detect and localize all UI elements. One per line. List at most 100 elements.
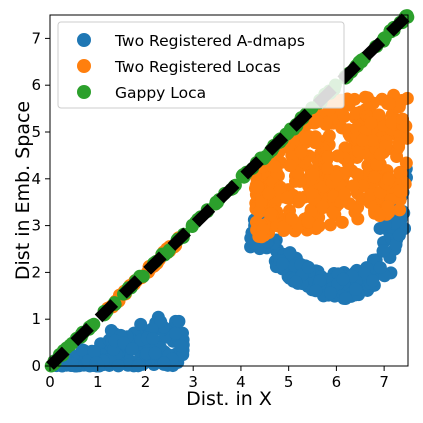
- scatter-point-series-1: [316, 200, 330, 214]
- x-tick-label: 7: [379, 373, 389, 391]
- x-tick-label: 5: [284, 373, 294, 391]
- scatter-point-series-0: [157, 356, 171, 370]
- scatter-point-series-1: [305, 186, 319, 200]
- y-axis-ticks: 0 1 2 3 4 5 6 7: [31, 29, 50, 375]
- scatter-point-series-0: [174, 339, 188, 353]
- scatter-point-series-1: [335, 215, 349, 229]
- scatter-point-series-1: [365, 133, 379, 147]
- scatter-point-series-1: [356, 179, 370, 193]
- x-tick-label: 3: [188, 373, 198, 391]
- scatter-point-series-1: [329, 169, 343, 183]
- plot-area-frame: [49, 14, 409, 367]
- scatter-point-series-0: [75, 343, 89, 357]
- y-tick-label: 6: [31, 76, 41, 94]
- legend-marker-2: [77, 85, 91, 99]
- scatter-point-series-0: [172, 314, 186, 328]
- scatter-point-series-1: [285, 212, 299, 226]
- scatter-point-series-1: [283, 159, 297, 173]
- scatter-point-series-0: [313, 274, 327, 288]
- scatter-point-series-2: [160, 245, 174, 259]
- x-tick-label: 0: [45, 373, 55, 391]
- scatter-point-series-1: [393, 203, 407, 217]
- legend-label-2: Gappy Loca: [115, 84, 206, 102]
- x-axis-label: Dist. in X: [186, 388, 272, 410]
- scatter-point-series-1: [373, 209, 387, 223]
- scatter-point-series-0: [169, 326, 183, 340]
- scatter-point-series-1: [321, 150, 335, 164]
- legend-marker-0: [77, 33, 91, 47]
- scatter-point-series-1: [393, 184, 407, 198]
- scatter-point-series-1: [349, 106, 363, 120]
- scatter-point-series-0: [65, 357, 79, 371]
- y-tick-label: 7: [31, 29, 41, 47]
- scatter-point-series-1: [355, 133, 369, 147]
- x-tick-label: 1: [93, 373, 103, 391]
- y-tick-label: 2: [31, 263, 41, 281]
- x-tick-label: 6: [332, 373, 342, 391]
- scatter-point-series-1: [351, 168, 365, 182]
- scatter-point-series-1: [382, 172, 396, 186]
- legend-label-0: Two Registered A-dmaps: [114, 32, 305, 50]
- scatter-point-series-1: [385, 116, 399, 130]
- scatter-point-series-1: [306, 167, 320, 181]
- legend-box: [57, 21, 345, 109]
- scatter-point-series-1: [358, 90, 372, 104]
- scatter-point-series-0: [377, 243, 391, 257]
- y-tick-label: 5: [31, 123, 41, 141]
- scatter-point-series-0: [148, 346, 162, 360]
- legend: Two Registered A-dmaps Two Registered Loc…: [57, 21, 345, 109]
- scatter-point-series-1: [322, 129, 336, 143]
- scatter-point-series-0: [324, 286, 338, 300]
- x-axis-ticks: 0 1 2 3 4 5 6 7: [45, 366, 389, 391]
- y-tick-label: 4: [31, 170, 41, 188]
- scatter-point-series-1: [381, 199, 395, 213]
- scatter-point-series-0: [146, 331, 160, 345]
- scatter-point-series-0: [121, 358, 135, 372]
- scatter-point-series-1: [267, 159, 281, 173]
- scatter-point-series-1: [301, 215, 315, 229]
- scatter-point-series-1: [321, 161, 335, 175]
- scatter-point-series-1: [346, 179, 360, 193]
- scatter-point-series-0: [366, 274, 380, 288]
- scatter-point-series-0: [392, 228, 406, 242]
- scatter-point-series-1: [323, 218, 337, 232]
- scatter-point-series-1: [280, 191, 294, 205]
- scatter-point-series-1: [368, 170, 382, 184]
- scatter-point-series-1: [363, 188, 377, 202]
- scatter-point-series-0: [283, 246, 297, 260]
- scatter-point-series-0: [134, 317, 148, 331]
- scatter-point-series-1: [308, 136, 322, 150]
- scatter-point-series-0: [289, 275, 303, 289]
- y-tick-label: 0: [31, 357, 41, 375]
- scatter-point-series-1: [374, 147, 388, 161]
- scatter-point-series-1: [364, 116, 378, 130]
- scatter-point-series-1: [331, 149, 345, 163]
- scatter-point-series-1: [392, 137, 406, 151]
- legend-label-1: Two Registered Locas: [114, 58, 281, 76]
- scatter-point-series-1: [311, 114, 325, 128]
- scatter-point-series-1: [251, 180, 265, 194]
- x-tick-label: 4: [236, 373, 246, 391]
- scatter-point-series-1: [399, 119, 413, 133]
- scatter-point-series-1: [399, 156, 413, 170]
- scatter-point-series-1: [326, 206, 340, 220]
- scatter-point-series-1: [254, 195, 268, 209]
- scatter-point-series-0: [87, 345, 101, 359]
- scatter-point-series-0: [154, 315, 168, 329]
- scatter-point-series-1: [264, 207, 278, 221]
- scatter-point-series-1: [338, 187, 352, 201]
- scatter-point-series-1: [252, 205, 266, 219]
- scatter-point-series-1: [293, 192, 307, 206]
- scatter-point-series-0: [301, 260, 315, 274]
- y-tick-label: 3: [31, 217, 41, 235]
- scatter-point-series-0: [373, 261, 387, 275]
- scatter-point-series-0: [339, 292, 353, 306]
- scatter-point-series-1: [372, 108, 386, 122]
- scatter-point-series-1: [393, 165, 407, 179]
- scatter-point-series-1: [382, 97, 396, 111]
- scatter-point-series-0: [125, 342, 139, 356]
- scatter-point-series-0: [349, 282, 363, 296]
- y-tick-label: 1: [31, 310, 41, 328]
- scatter-point-series-1: [294, 145, 308, 159]
